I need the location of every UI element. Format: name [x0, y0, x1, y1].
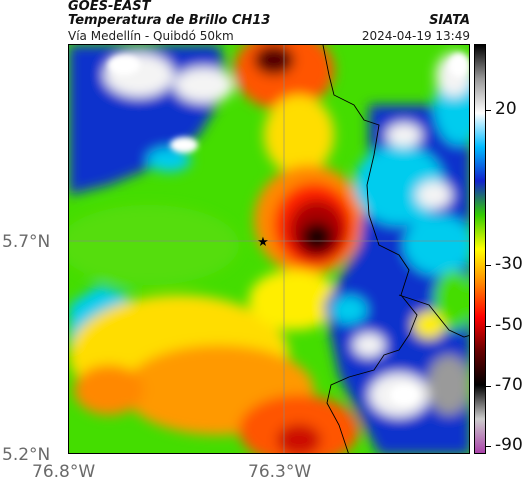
- department-border-east: [398, 294, 469, 338]
- colorbar-tick: [486, 326, 491, 327]
- colorbar-label: 20: [495, 99, 517, 119]
- brightness-temperature-map[interactable]: ★: [68, 44, 470, 454]
- temperature-field: [69, 45, 469, 453]
- colorbar-label: -30: [495, 254, 523, 274]
- lat-label-5-7: 5.7°N: [2, 232, 51, 252]
- colorbar-label: -50: [495, 315, 523, 335]
- map-canvas: ★: [69, 45, 469, 453]
- lon-label-76-3: 76.3°W: [248, 462, 312, 482]
- timestamp: 2024-04-19 13:49: [361, 29, 470, 43]
- colorbar-tick: [486, 386, 491, 387]
- colorbar-label: -70: [495, 375, 523, 395]
- colorbar-label: -90: [495, 435, 523, 455]
- satellite-name: GOES-EAST: [68, 0, 151, 14]
- colorbar-tick: [486, 265, 491, 266]
- colorbar-tick: [486, 110, 491, 111]
- department-border: [322, 45, 418, 453]
- star-icon: ★: [257, 235, 269, 250]
- colorbar: [474, 44, 486, 454]
- lat-label-5-2: 5.2°N: [2, 445, 51, 465]
- colorbar-tick: [486, 446, 491, 447]
- organization-label: SIATA: [429, 13, 470, 28]
- product-title: Temperatura de Brillo CH13: [68, 13, 271, 28]
- lon-label-76-8: 76.8°W: [32, 462, 96, 482]
- cloud-details: [108, 53, 469, 405]
- route-subtitle: Vía Medellín - Quibdó 50km: [68, 29, 234, 43]
